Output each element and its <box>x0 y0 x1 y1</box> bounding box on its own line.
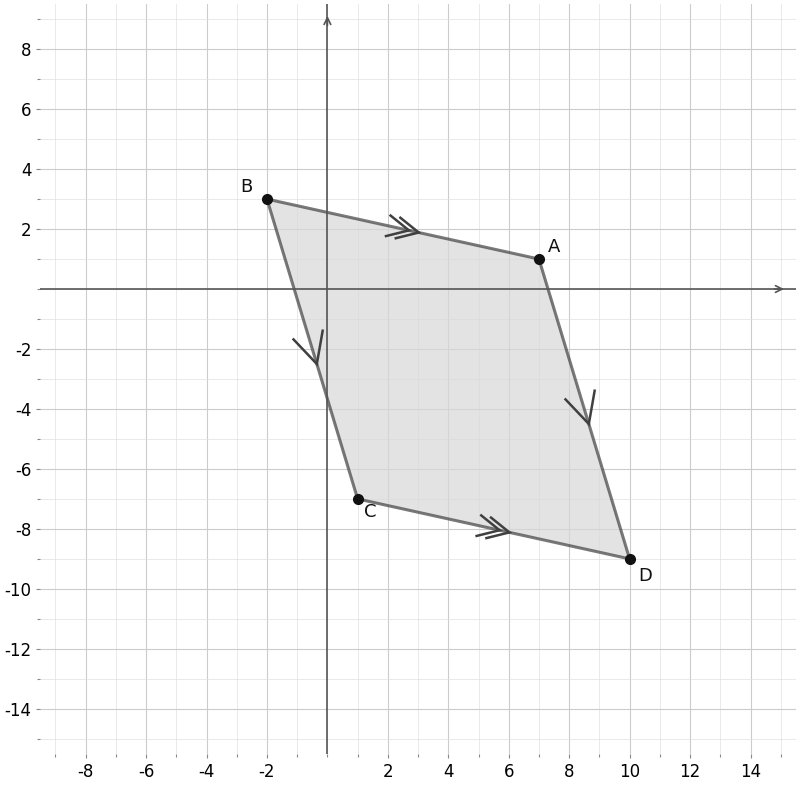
Polygon shape <box>267 199 630 559</box>
Text: D: D <box>638 568 653 586</box>
Text: B: B <box>240 177 252 195</box>
Text: C: C <box>364 503 376 521</box>
Text: A: A <box>548 238 560 256</box>
